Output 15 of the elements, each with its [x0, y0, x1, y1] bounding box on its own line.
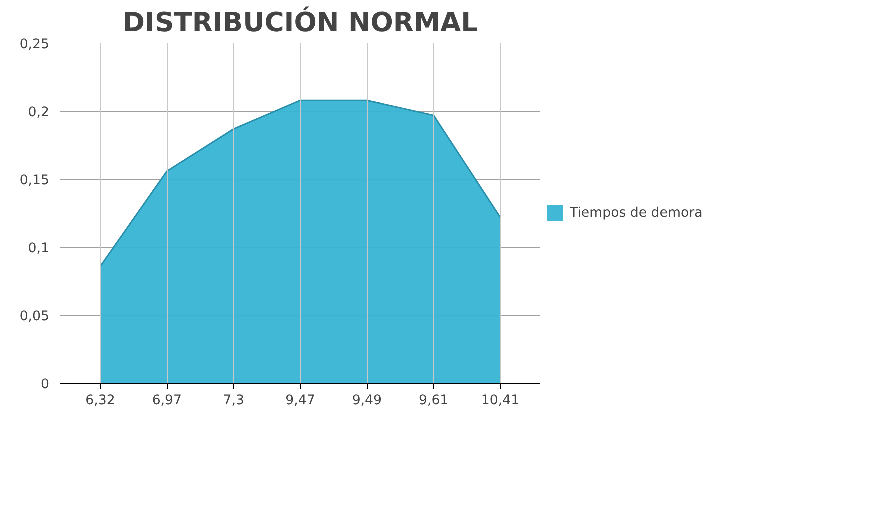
y-tick-label: 0 — [41, 378, 50, 392]
x-tick-label: 6,97 — [152, 394, 182, 408]
y-tick-label: 0,25 — [20, 38, 50, 52]
x-tick-label: 9,61 — [418, 394, 449, 408]
x-tick-label: 10,41 — [481, 394, 520, 408]
legend-label: Tiempos de demora — [570, 206, 703, 220]
y-tick-label: 0,1 — [28, 242, 50, 256]
x-tick-label: 9,47 — [286, 394, 316, 408]
y-tick-label: 0,2 — [28, 106, 50, 120]
x-tick-label: 7,3 — [223, 394, 244, 408]
x-tick-label: 9,49 — [352, 394, 382, 408]
y-tick-label: 0,15 — [20, 174, 50, 188]
y-tick-label: 0,05 — [20, 310, 50, 324]
x-tick-label: 6,32 — [86, 394, 116, 408]
chart-title: DISTRIBUCIÓN NORMAL — [122, 6, 478, 38]
